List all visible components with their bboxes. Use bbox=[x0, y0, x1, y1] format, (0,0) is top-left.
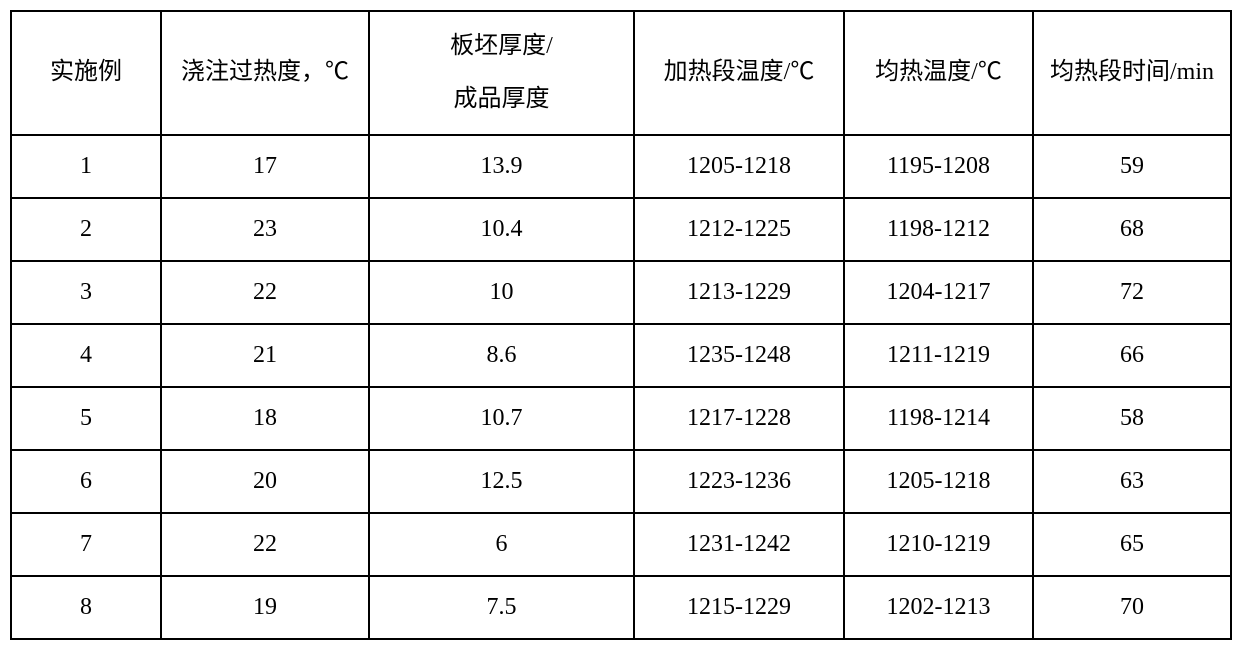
cell: 3 bbox=[11, 261, 161, 324]
cell: 5 bbox=[11, 387, 161, 450]
cell: 1205-1218 bbox=[844, 450, 1033, 513]
table-row: 6 20 12.5 1223-1236 1205-1218 63 bbox=[11, 450, 1231, 513]
cell: 2 bbox=[11, 198, 161, 261]
cell: 8 bbox=[11, 576, 161, 639]
table-row: 4 21 8.6 1235-1248 1211-1219 66 bbox=[11, 324, 1231, 387]
cell: 1202-1213 bbox=[844, 576, 1033, 639]
header-text-line: 板坯厚度/ bbox=[374, 20, 629, 73]
table-row: 3 22 10 1213-1229 1204-1217 72 bbox=[11, 261, 1231, 324]
cell: 1235-1248 bbox=[634, 324, 844, 387]
table-header: 实施例 浇注过热度，℃ 板坯厚度/成品厚度 加热段温度/℃ 均热温度/℃ 均热段… bbox=[11, 11, 1231, 135]
cell: 1210-1219 bbox=[844, 513, 1033, 576]
cell: 19 bbox=[161, 576, 369, 639]
cell: 1198-1214 bbox=[844, 387, 1033, 450]
cell: 70 bbox=[1033, 576, 1231, 639]
cell: 1213-1229 bbox=[634, 261, 844, 324]
header-cell-slab-thickness: 板坯厚度/成品厚度 bbox=[369, 11, 634, 135]
cell: 23 bbox=[161, 198, 369, 261]
cell: 1217-1228 bbox=[634, 387, 844, 450]
cell: 1212-1225 bbox=[634, 198, 844, 261]
header-row: 实施例 浇注过热度，℃ 板坯厚度/成品厚度 加热段温度/℃ 均热温度/℃ 均热段… bbox=[11, 11, 1231, 135]
header-cell-soaking-time: 均热段时间/min bbox=[1033, 11, 1231, 135]
cell: 20 bbox=[161, 450, 369, 513]
cell: 63 bbox=[1033, 450, 1231, 513]
cell: 7.5 bbox=[369, 576, 634, 639]
cell: 8.6 bbox=[369, 324, 634, 387]
table-container: 实施例 浇注过热度，℃ 板坯厚度/成品厚度 加热段温度/℃ 均热温度/℃ 均热段… bbox=[10, 10, 1230, 640]
cell: 6 bbox=[11, 450, 161, 513]
cell: 1195-1208 bbox=[844, 135, 1033, 198]
cell: 10.4 bbox=[369, 198, 634, 261]
cell: 4 bbox=[11, 324, 161, 387]
header-text-line: 成品厚度 bbox=[374, 73, 629, 126]
cell: 1231-1242 bbox=[634, 513, 844, 576]
cell: 59 bbox=[1033, 135, 1231, 198]
cell: 13.9 bbox=[369, 135, 634, 198]
table-body: 1 17 13.9 1205-1218 1195-1208 59 2 23 10… bbox=[11, 135, 1231, 639]
cell: 22 bbox=[161, 513, 369, 576]
cell: 7 bbox=[11, 513, 161, 576]
cell: 1 bbox=[11, 135, 161, 198]
data-table: 实施例 浇注过热度，℃ 板坯厚度/成品厚度 加热段温度/℃ 均热温度/℃ 均热段… bbox=[10, 10, 1232, 640]
table-row: 8 19 7.5 1215-1229 1202-1213 70 bbox=[11, 576, 1231, 639]
cell: 6 bbox=[369, 513, 634, 576]
cell: 58 bbox=[1033, 387, 1231, 450]
cell: 66 bbox=[1033, 324, 1231, 387]
table-row: 2 23 10.4 1212-1225 1198-1212 68 bbox=[11, 198, 1231, 261]
cell: 65 bbox=[1033, 513, 1231, 576]
table-row: 7 22 6 1231-1242 1210-1219 65 bbox=[11, 513, 1231, 576]
cell: 12.5 bbox=[369, 450, 634, 513]
cell: 1223-1236 bbox=[634, 450, 844, 513]
cell: 18 bbox=[161, 387, 369, 450]
cell: 68 bbox=[1033, 198, 1231, 261]
cell: 1204-1217 bbox=[844, 261, 1033, 324]
cell: 21 bbox=[161, 324, 369, 387]
cell: 1215-1229 bbox=[634, 576, 844, 639]
header-cell-soaking-temp: 均热温度/℃ bbox=[844, 11, 1033, 135]
header-cell-pouring-superheat: 浇注过热度，℃ bbox=[161, 11, 369, 135]
cell: 72 bbox=[1033, 261, 1231, 324]
cell: 1205-1218 bbox=[634, 135, 844, 198]
cell: 22 bbox=[161, 261, 369, 324]
header-cell-heating-temp: 加热段温度/℃ bbox=[634, 11, 844, 135]
table-row: 5 18 10.7 1217-1228 1198-1214 58 bbox=[11, 387, 1231, 450]
cell: 17 bbox=[161, 135, 369, 198]
cell: 10 bbox=[369, 261, 634, 324]
header-cell-example: 实施例 bbox=[11, 11, 161, 135]
cell: 1211-1219 bbox=[844, 324, 1033, 387]
table-row: 1 17 13.9 1205-1218 1195-1208 59 bbox=[11, 135, 1231, 198]
cell: 1198-1212 bbox=[844, 198, 1033, 261]
cell: 10.7 bbox=[369, 387, 634, 450]
